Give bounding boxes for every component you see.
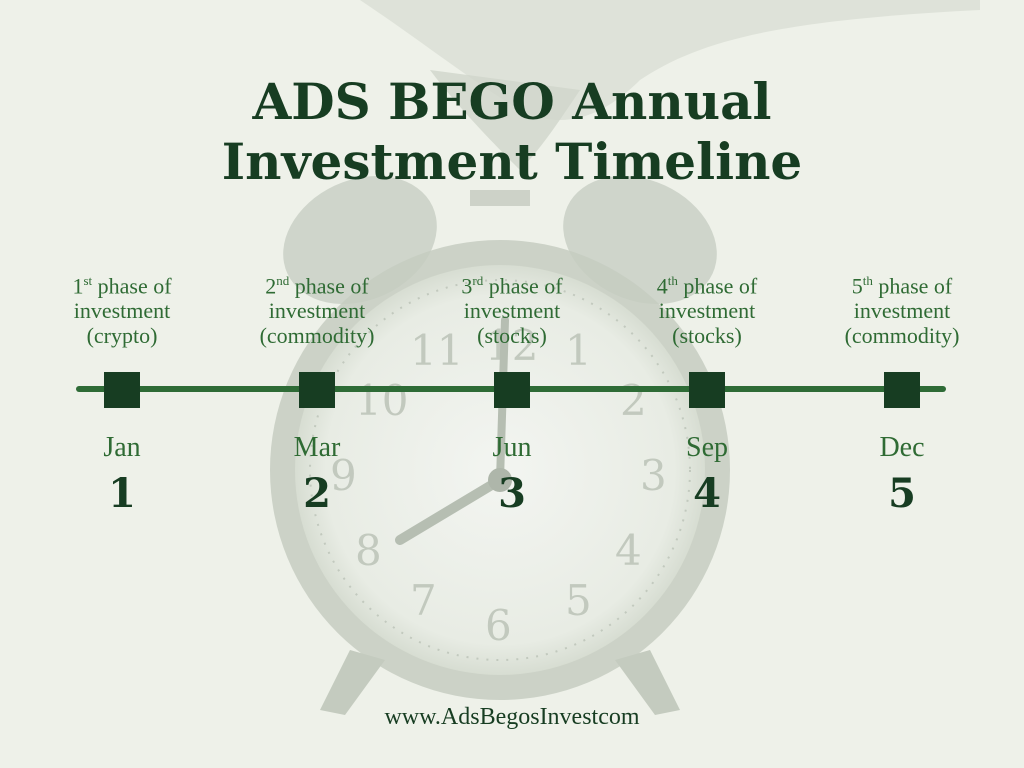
phase-label-1: 1st phase of investment (crypto) [72, 273, 172, 349]
timeline-marker-5 [884, 372, 920, 408]
svg-text:2: 2 [620, 376, 647, 425]
phase-number-5: 5 [888, 470, 916, 517]
phase-label-3: 3rd phase of investment (stocks) [461, 273, 563, 349]
phase-label-5: 5th phase of investment (commodity) [844, 273, 960, 349]
svg-text:6: 6 [485, 601, 512, 650]
page-title: ADS BEGO Annual Investment Timeline [0, 72, 1024, 192]
svg-text:1: 1 [565, 326, 592, 375]
timeline-marker-3 [494, 372, 530, 408]
phase-label-2: 2nd phase of investment (commodity) [259, 273, 375, 349]
svg-text:9: 9 [330, 451, 357, 500]
svg-text:10: 10 [355, 376, 408, 425]
phase-label-4: 4th phase of investment (stocks) [656, 273, 758, 349]
timeline-marker-4 [689, 372, 725, 408]
svg-text:8: 8 [355, 526, 382, 575]
svg-text:11: 11 [410, 326, 463, 375]
phase-number-3: 3 [498, 470, 526, 517]
month-label-3: Jun [492, 432, 532, 463]
svg-text:3: 3 [640, 451, 667, 500]
svg-text:4: 4 [615, 526, 642, 575]
month-label-2: Mar [293, 432, 341, 463]
month-label-1: Jan [103, 432, 141, 463]
phase-number-1: 1 [108, 470, 136, 517]
title-line-2: Investment Timeline [221, 132, 803, 191]
timeline-marker-1 [104, 372, 140, 408]
svg-text:7: 7 [410, 576, 437, 625]
month-label-4: Sep [686, 432, 728, 463]
month-label-5: Dec [879, 432, 925, 463]
website-url: www.AdsBegosInvestcom [384, 704, 640, 730]
phase-number-2: 2 [303, 470, 331, 517]
svg-text:5: 5 [565, 576, 592, 625]
phase-number-4: 4 [693, 470, 721, 517]
svg-text:12: 12 [485, 321, 538, 370]
timeline-marker-2 [299, 372, 335, 408]
title-line-1: ADS BEGO Annual [252, 72, 772, 131]
